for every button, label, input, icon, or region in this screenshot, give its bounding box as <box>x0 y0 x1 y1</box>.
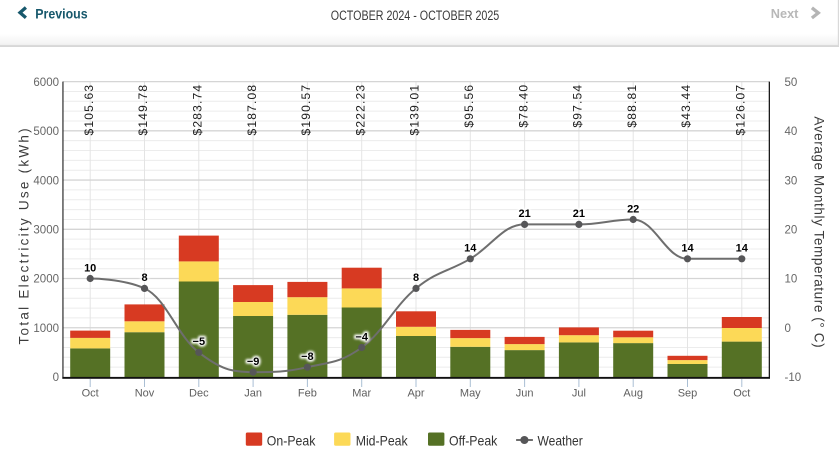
svg-text:$88.81: $88.81 <box>625 84 639 128</box>
svg-text:May: May <box>460 388 481 400</box>
svg-text:Feb: Feb <box>298 388 317 400</box>
svg-text:Oct: Oct <box>733 388 750 400</box>
svg-text:10: 10 <box>785 274 798 286</box>
svg-text:Mar: Mar <box>352 388 371 400</box>
svg-text:0: 0 <box>785 323 791 335</box>
svg-text:8: 8 <box>141 272 147 284</box>
svg-text:Aug: Aug <box>623 388 643 400</box>
svg-text:1000: 1000 <box>33 323 59 335</box>
svg-text:−9: −9 <box>247 356 260 368</box>
svg-text:-10: -10 <box>785 372 802 384</box>
svg-text:−5: −5 <box>193 336 206 348</box>
svg-text:$222.23: $222.23 <box>353 84 367 136</box>
svg-text:Next: Next <box>771 6 799 21</box>
svg-text:Previous: Previous <box>35 6 87 22</box>
svg-text:−4: −4 <box>355 331 368 343</box>
svg-text:50: 50 <box>785 77 798 89</box>
svg-text:Mid-Peak: Mid-Peak <box>356 433 408 449</box>
svg-text:$105.63: $105.63 <box>82 84 96 136</box>
svg-text:$190.57: $190.57 <box>299 84 313 136</box>
svg-text:Dec: Dec <box>189 388 209 400</box>
svg-text:14: 14 <box>736 243 749 255</box>
svg-text:$97.54: $97.54 <box>571 84 585 128</box>
svg-text:30: 30 <box>785 175 798 187</box>
svg-text:Total Electricity Use (kWh): Total Electricity Use (kWh) <box>17 126 32 344</box>
svg-text:Jul: Jul <box>572 388 586 400</box>
svg-text:22: 22 <box>627 203 639 215</box>
svg-text:−8: −8 <box>301 351 314 363</box>
svg-text:Average Monthly Temperature (°: Average Monthly Temperature (° C) <box>812 116 827 348</box>
svg-text:Jun: Jun <box>516 388 534 400</box>
svg-text:−5: −5 <box>193 336 206 348</box>
svg-text:20: 20 <box>785 225 798 237</box>
svg-text:$126.07: $126.07 <box>734 84 748 136</box>
svg-text:$283.74: $283.74 <box>191 84 205 136</box>
svg-text:Weather: Weather <box>538 432 584 448</box>
svg-text:14: 14 <box>464 243 477 255</box>
svg-text:14: 14 <box>681 243 694 255</box>
svg-text:3000: 3000 <box>33 225 59 237</box>
svg-text:5000: 5000 <box>33 126 59 138</box>
svg-text:21: 21 <box>518 208 530 220</box>
svg-text:−4: −4 <box>355 331 368 343</box>
svg-text:$187.08: $187.08 <box>245 84 259 136</box>
svg-text:14: 14 <box>736 243 749 255</box>
svg-text:6000: 6000 <box>33 77 59 89</box>
svg-text:Off-Peak: Off-Peak <box>449 433 498 449</box>
svg-text:−9: −9 <box>247 356 260 368</box>
svg-text:14: 14 <box>681 243 694 255</box>
svg-text:$139.01: $139.01 <box>408 84 422 136</box>
svg-text:OCTOBER 2024 - OCTOBER 2025: OCTOBER 2024 - OCTOBER 2025 <box>331 8 500 24</box>
svg-text:10: 10 <box>84 262 96 274</box>
svg-text:Apr: Apr <box>407 388 424 400</box>
svg-text:4000: 4000 <box>33 175 59 187</box>
svg-text:21: 21 <box>573 208 585 220</box>
svg-text:Sep: Sep <box>678 388 698 400</box>
svg-text:40: 40 <box>785 126 798 138</box>
svg-text:−8: −8 <box>301 351 314 363</box>
svg-text:14: 14 <box>464 243 477 255</box>
svg-text:2000: 2000 <box>33 274 59 286</box>
svg-text:On-Peak: On-Peak <box>267 433 316 449</box>
svg-text:$78.40: $78.40 <box>516 84 530 128</box>
svg-text:Oct: Oct <box>82 388 99 400</box>
svg-text:$149.78: $149.78 <box>136 84 150 136</box>
svg-text:Jan: Jan <box>244 388 262 400</box>
svg-text:$95.56: $95.56 <box>462 84 476 128</box>
svg-text:Nov: Nov <box>135 388 155 400</box>
svg-text:10: 10 <box>84 262 96 274</box>
svg-text:8: 8 <box>141 272 147 284</box>
svg-text:21: 21 <box>518 208 530 220</box>
svg-text:8: 8 <box>413 272 419 284</box>
svg-text:22: 22 <box>627 203 639 215</box>
svg-text:8: 8 <box>413 272 419 284</box>
svg-text:$43.44: $43.44 <box>679 84 693 128</box>
svg-text:21: 21 <box>573 208 585 220</box>
svg-text:0: 0 <box>53 372 59 384</box>
